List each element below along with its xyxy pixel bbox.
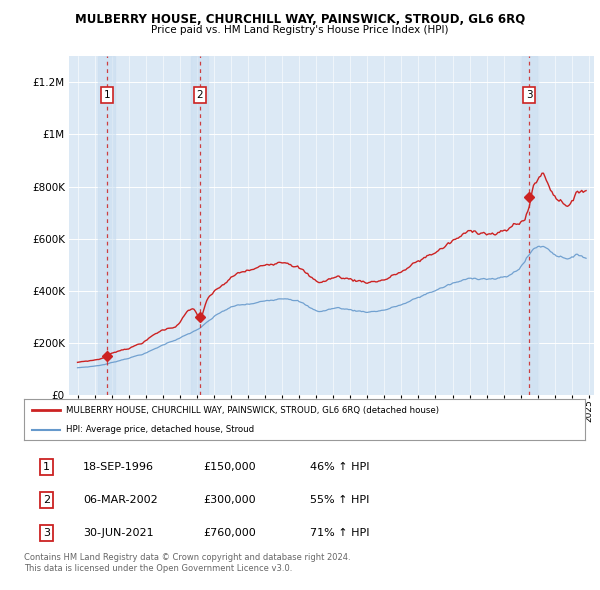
Text: 71% ↑ HPI: 71% ↑ HPI — [310, 528, 370, 538]
Text: £300,000: £300,000 — [203, 495, 256, 505]
Text: £150,000: £150,000 — [203, 462, 256, 472]
Text: HPI: Average price, detached house, Stroud: HPI: Average price, detached house, Stro… — [66, 425, 254, 434]
Bar — [191, 56, 208, 395]
Text: 1: 1 — [43, 462, 50, 472]
Text: 46% ↑ HPI: 46% ↑ HPI — [310, 462, 370, 472]
Text: 30-JUN-2021: 30-JUN-2021 — [83, 528, 154, 538]
Text: 2: 2 — [196, 90, 203, 100]
Text: MULBERRY HOUSE, CHURCHILL WAY, PAINSWICK, STROUD, GL6 6RQ (detached house): MULBERRY HOUSE, CHURCHILL WAY, PAINSWICK… — [66, 406, 439, 415]
Text: 06-MAR-2002: 06-MAR-2002 — [83, 495, 158, 505]
Text: 3: 3 — [43, 528, 50, 538]
Text: 3: 3 — [526, 90, 533, 100]
Text: Contains HM Land Registry data © Crown copyright and database right 2024.
This d: Contains HM Land Registry data © Crown c… — [24, 553, 350, 573]
Text: 18-SEP-1996: 18-SEP-1996 — [83, 462, 154, 472]
Text: £760,000: £760,000 — [203, 528, 256, 538]
Bar — [98, 56, 115, 395]
Text: 2: 2 — [43, 495, 50, 505]
Text: Price paid vs. HM Land Registry's House Price Index (HPI): Price paid vs. HM Land Registry's House … — [151, 25, 449, 35]
Text: 55% ↑ HPI: 55% ↑ HPI — [310, 495, 370, 505]
Text: MULBERRY HOUSE, CHURCHILL WAY, PAINSWICK, STROUD, GL6 6RQ: MULBERRY HOUSE, CHURCHILL WAY, PAINSWICK… — [75, 13, 525, 26]
Text: 1: 1 — [104, 90, 110, 100]
Bar — [521, 56, 538, 395]
